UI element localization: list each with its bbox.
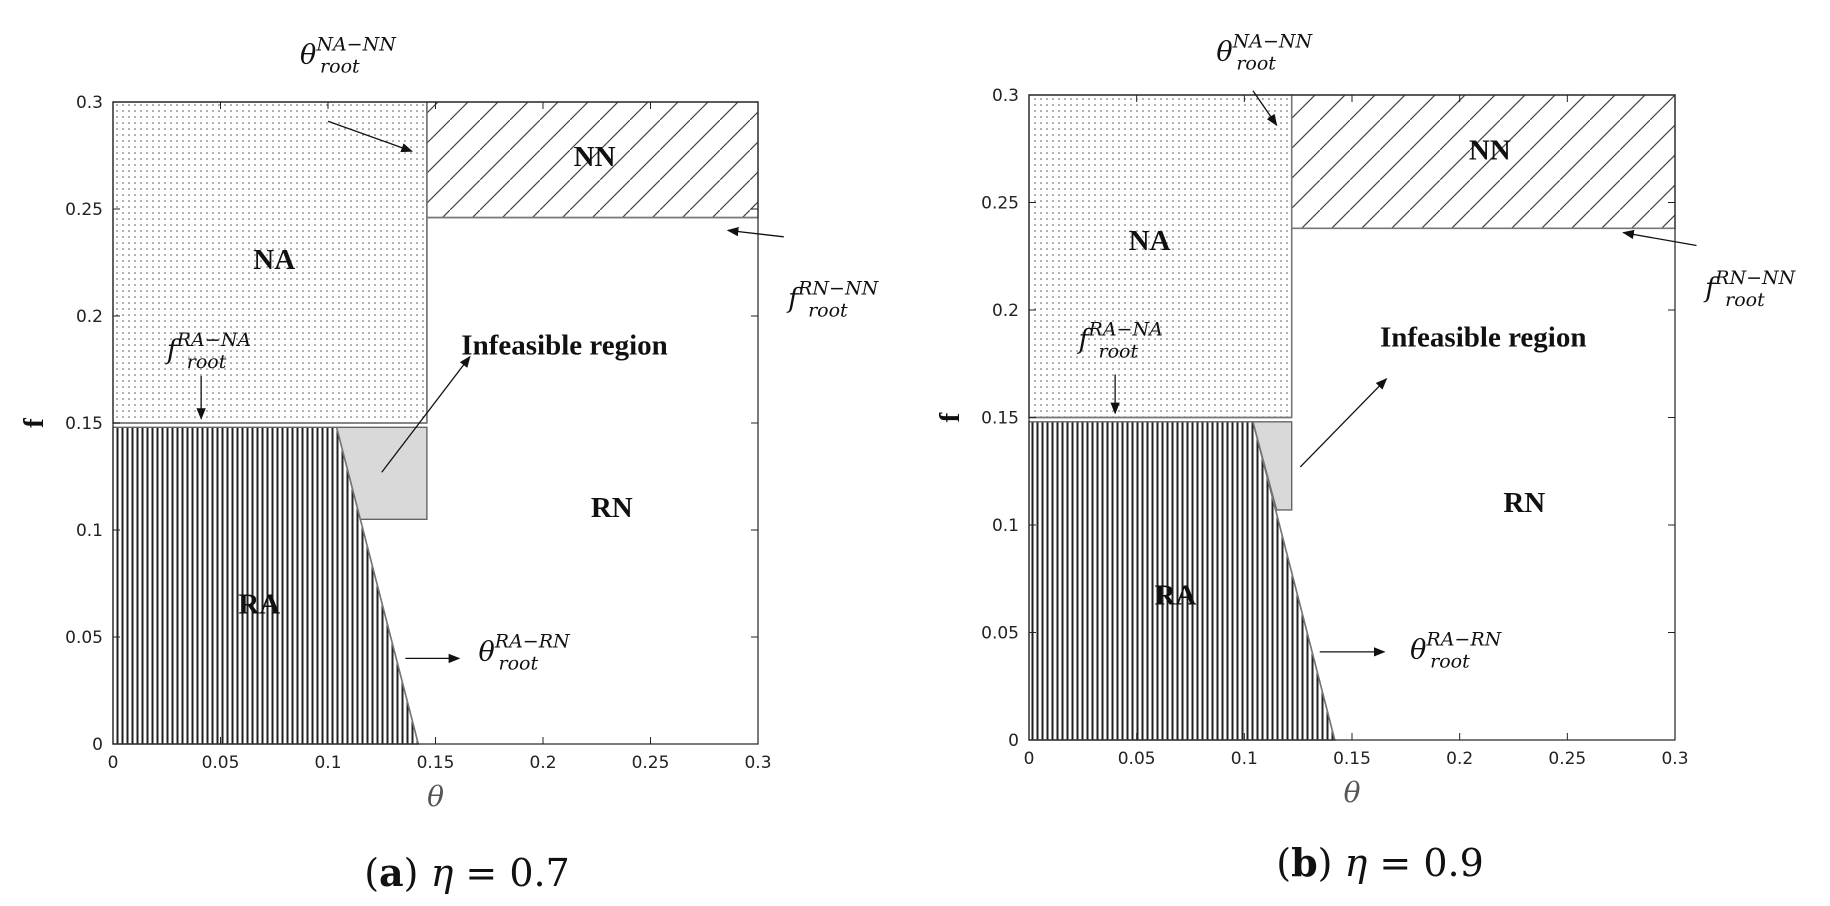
panel-a: 0 0.05 0.1 0.15 0.2 0.25 0.3 0 0.05 0.1 0.15 0.2 0.2… <box>18 33 880 895</box>
annotation-arrow <box>1622 229 1697 247</box>
y-tick-label: 0.3 <box>76 93 103 113</box>
y-tick-label: 0.15 <box>981 409 1019 429</box>
x-tick-label: 0.15 <box>1333 749 1371 769</box>
y-tick-label: 0.05 <box>65 628 103 648</box>
x-axis-label: θ <box>1344 776 1361 809</box>
x-tick-label: 0.2 <box>529 753 556 773</box>
x-tick-label: 0.25 <box>1548 749 1586 769</box>
callout-infeasible-region: Infeasible region <box>1380 322 1587 354</box>
panel-caption: (b) η = 0.9 <box>1276 840 1484 885</box>
x-tick-label: 0.25 <box>632 753 670 773</box>
panel-b: 0 0.05 0.1 0.15 0.2 0.25 0.3 0 0.05 0.1 0.15 0.2 0.2… <box>934 31 1797 885</box>
x-tick-label: 0.1 <box>1231 749 1258 769</box>
y-tick-label: 0.2 <box>76 307 103 327</box>
annotation-label: fRN−NN root <box>1703 267 1796 311</box>
x-tick-label: 0.2 <box>1446 749 1473 769</box>
region-label-na: NA <box>1129 225 1171 257</box>
annotation-arrow <box>726 226 784 238</box>
x-tick-label: 0.15 <box>417 753 455 773</box>
annotation-arrow <box>1252 90 1278 127</box>
y-tick-label: 0.15 <box>65 414 103 434</box>
x-tick-label: 0.1 <box>314 753 341 773</box>
y-axis-label: f <box>18 418 50 428</box>
y-tick-label: 0.3 <box>992 86 1019 106</box>
annotation-arrow <box>1299 377 1388 468</box>
region-label-ra: RA <box>238 588 280 620</box>
y-axis-label: f <box>934 412 966 422</box>
boundary-theta-ra-rn <box>1252 421 1336 741</box>
x-tick-label: 0 <box>108 753 119 773</box>
x-tick-label: 0.3 <box>1661 749 1688 769</box>
x-tick-label: 0 <box>1024 749 1035 769</box>
y-tick-label: 0.05 <box>981 624 1019 644</box>
x-tick-label: 0.05 <box>1118 749 1156 769</box>
region-label-rn: RN <box>1503 487 1545 519</box>
y-tick-label: 0 <box>1008 731 1019 751</box>
y-tick-label: 0.25 <box>65 200 103 220</box>
annotation-label: θNA−NN root <box>1216 31 1313 75</box>
y-tick-label: 0 <box>92 735 103 755</box>
y-tick-label: 0.1 <box>992 516 1019 536</box>
region-label-nn: NN <box>574 141 616 173</box>
annotation-label: θRA−RN root <box>1410 628 1503 672</box>
annotation-arrow <box>381 355 471 473</box>
region-label-na: NA <box>253 244 295 276</box>
callout-infeasible-region: Infeasible region <box>461 330 668 362</box>
region-label-rn: RN <box>591 492 633 524</box>
panel-caption: (a) η = 0.7 <box>364 850 570 895</box>
annotation-label: fRA−NA root <box>1077 319 1163 363</box>
annotation-label: θNA−NN root <box>300 33 397 77</box>
y-tick-label: 0.1 <box>76 521 103 541</box>
boundary-theta-ra-rn <box>335 427 420 745</box>
annotation-label: θRA−RN root <box>479 631 572 675</box>
region-label-nn: NN <box>1469 135 1511 167</box>
x-tick-label: 0.05 <box>202 753 240 773</box>
annotation-label: fRN−NN root <box>786 277 879 321</box>
region-label-ra: RA <box>1154 580 1196 612</box>
y-tick-label: 0.2 <box>992 301 1019 321</box>
x-axis-label: θ <box>427 780 444 813</box>
x-tick-label: 0.3 <box>744 753 771 773</box>
annotation-arrow <box>327 120 413 153</box>
y-tick-label: 0.25 <box>981 194 1019 214</box>
